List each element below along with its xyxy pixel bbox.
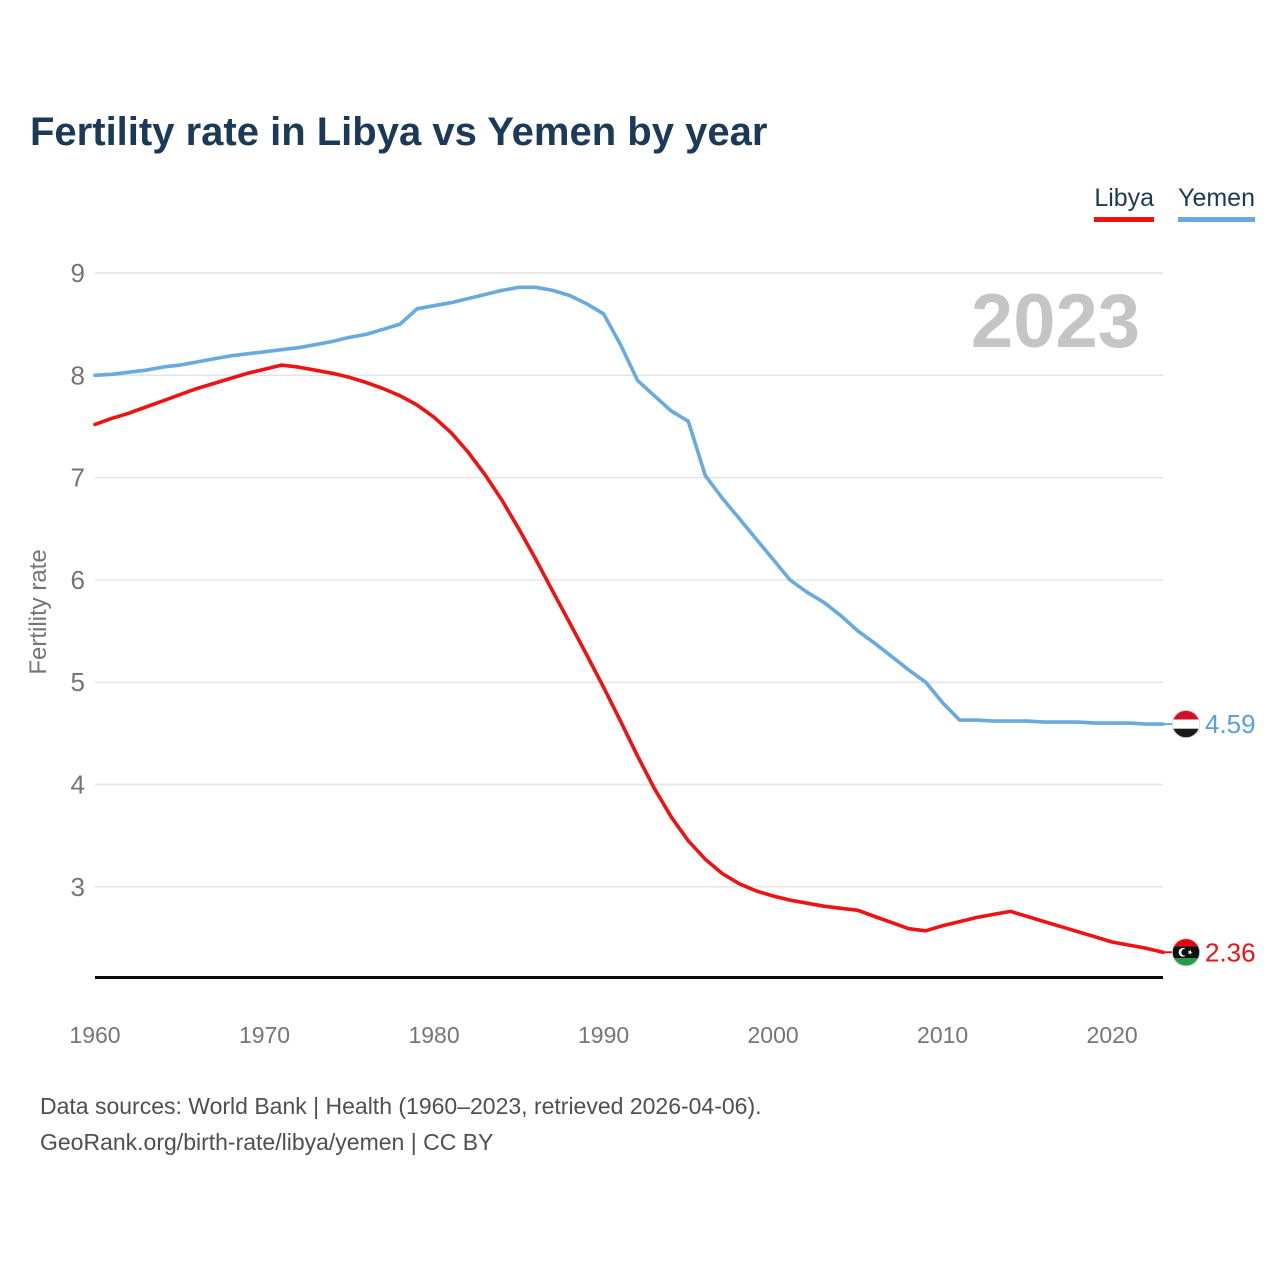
x-tick-label: 1990 — [578, 1022, 629, 1048]
y-axis-tick-labels: 3 4 5 6 7 8 9 — [71, 258, 85, 902]
sources-line: Data sources: World Bank | Health (1960–… — [40, 1093, 762, 1119]
y-tick-label: 3 — [71, 872, 85, 902]
year-watermark: 2023 — [971, 279, 1140, 364]
yemen-flag-icon — [1171, 710, 1201, 739]
libya-line[interactable] — [93, 363, 1165, 955]
libya-flag-icon — [1171, 938, 1201, 967]
x-tick-label: 2010 — [917, 1022, 968, 1048]
x-tick-label: 1970 — [239, 1022, 290, 1048]
legend-item-libya[interactable]: Libya — [1094, 184, 1155, 222]
page-title: Fertility rate in Libya vs Yemen by year — [30, 110, 768, 154]
gridlines — [95, 272, 1163, 888]
x-tick-label: 1960 — [69, 1022, 120, 1048]
x-tick-label: 1980 — [408, 1022, 459, 1048]
end-value-labels: 4.59 2.36 — [1205, 709, 1256, 967]
yemen-line[interactable] — [93, 285, 1165, 726]
y-tick-label: 6 — [71, 565, 85, 595]
y-tick-label: 7 — [71, 463, 85, 493]
data-lines — [93, 285, 1173, 955]
x-axis-line — [95, 976, 1163, 979]
data-sources-note: Data sources: World Bank | Health (1960–… — [40, 1088, 762, 1160]
legend: Libya Yemen — [1094, 184, 1255, 222]
yemen-value-label: 4.59 — [1205, 709, 1256, 739]
libya-value-label: 2.36 — [1205, 937, 1256, 967]
y-tick-label: 8 — [71, 360, 85, 390]
attribution-line: GeoRank.org/birth-rate/libya/yemen | CC … — [40, 1129, 494, 1155]
x-tick-label: 2020 — [1087, 1022, 1138, 1048]
y-tick-label: 9 — [71, 258, 85, 288]
legend-item-yemen[interactable]: Yemen — [1178, 184, 1255, 222]
y-tick-label: 4 — [71, 770, 85, 800]
x-tick-label: 2000 — [748, 1022, 799, 1048]
x-axis-tick-labels: 1960 1970 1980 1990 2000 2010 2020 — [69, 1022, 1137, 1048]
y-tick-label: 5 — [71, 667, 85, 697]
y-axis-title: Fertility rate — [25, 549, 52, 674]
